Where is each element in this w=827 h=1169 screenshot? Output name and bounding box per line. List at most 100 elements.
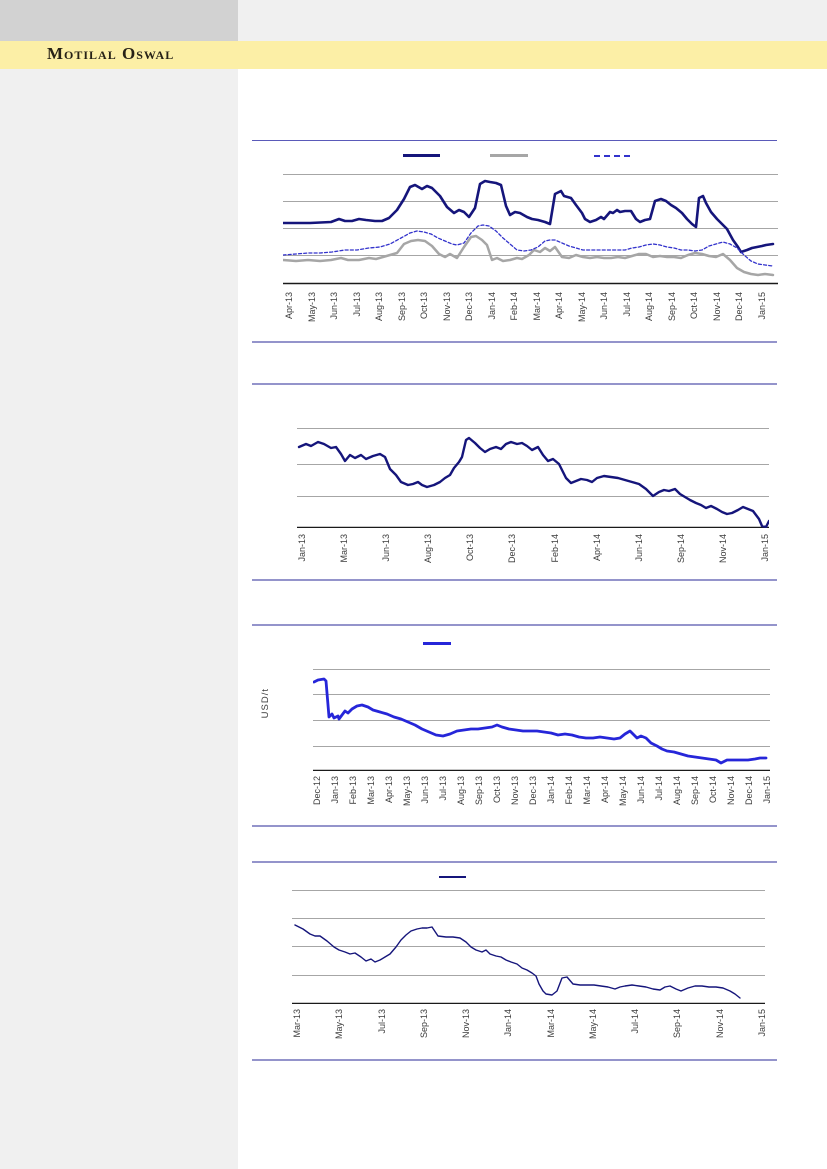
x-axis-label: Nov-13 — [510, 776, 520, 806]
x-axis-label: Jul-14 — [654, 776, 664, 801]
x-axis-label: Dec-12 — [312, 776, 322, 806]
brand-logo: Motilal Oswal — [47, 44, 175, 63]
x-axis-label: Mar-14 — [531, 292, 542, 321]
x-axis-label: Jul-14 — [621, 292, 632, 317]
x-axis-label: Aug-13 — [423, 534, 434, 564]
x-axis-label: Jan-15 — [760, 534, 770, 562]
x-axis-label: Dec-14 — [744, 776, 754, 806]
series-navy — [294, 924, 741, 999]
x-axis-label: Jan-13 — [330, 776, 340, 804]
x-axis-label: Nov-13 — [461, 1009, 472, 1039]
y-axis-title: USD/t — [260, 688, 271, 719]
x-axis-label: Jun-13 — [329, 292, 340, 320]
legend-dashed-line-swatch — [594, 155, 630, 157]
x-axis-label: Sep-14 — [666, 292, 677, 322]
x-axis-label: Nov-14 — [714, 1009, 725, 1039]
x-axis-label: Jan-13 — [297, 534, 307, 562]
left-margin-panel — [0, 69, 238, 1169]
chart-2-plot — [297, 428, 769, 528]
x-axis-label: Apr-13 — [284, 292, 294, 320]
x-axis-label: Jul-13 — [351, 292, 362, 317]
x-axis-label: Jun-14 — [633, 534, 644, 562]
x-axis-label: May-13 — [334, 1009, 345, 1040]
x-axis-label: Aug-13 — [456, 776, 466, 806]
x-axis-label: Sep-13 — [474, 776, 484, 806]
x-axis-label: Oct-13 — [419, 292, 430, 320]
x-axis-label: Jun-13 — [381, 534, 392, 562]
chart-2-x-axis-labels: Jan-13 Mar-13 Jun-13 Aug-13 Oct-13 Dec-13 Feb-… — [297, 530, 770, 582]
x-axis-label: Nov-14 — [726, 776, 736, 806]
legend-navy-line-swatch — [403, 154, 440, 157]
x-axis-label: Nov-14 — [717, 534, 728, 564]
x-axis-label: Oct-14 — [689, 292, 700, 320]
legend-gray-line-swatch — [490, 154, 528, 157]
chart-1-x-axis-labels: Apr-13 May-13 Jun-13 Jul-13 Aug-13 Sep-13 Oct-… — [283, 288, 775, 340]
chart-panel-2: Jan-13 Mar-13 Jun-13 Aug-13 Oct-13 Dec-13 Feb-… — [252, 383, 777, 581]
x-axis-label: Jan-15 — [757, 1009, 767, 1037]
series-gray — [283, 234, 775, 277]
x-axis-label: Feb-14 — [549, 534, 560, 563]
x-axis-label: Mar-13 — [292, 1009, 302, 1038]
chart-3-plot — [313, 669, 770, 771]
x-axis-label: Jul-14 — [630, 1009, 641, 1034]
x-axis-label: Dec-13 — [528, 776, 538, 806]
x-axis-label: Dec-13 — [464, 292, 475, 322]
x-axis-label: Jan-15 — [757, 292, 767, 320]
x-axis-label: May-14 — [618, 776, 628, 807]
x-axis-label: Feb-14 — [509, 292, 520, 321]
x-axis-label: May-13 — [306, 292, 317, 323]
x-axis-label: Dec-13 — [507, 534, 518, 564]
x-axis-label: Jun-13 — [420, 776, 430, 804]
chart-panel-4: Mar-13 May-13 Jul-13 Sep-13 Nov-13 Jan-14 Mar-… — [252, 861, 777, 1061]
x-axis-label: Oct-14 — [708, 776, 718, 804]
x-axis-label: Feb-14 — [564, 776, 574, 805]
chart-4-plot — [292, 890, 765, 1004]
series-blue — [313, 677, 768, 765]
x-axis-label: Jan-14 — [503, 1009, 514, 1037]
x-axis-label: Jul-13 — [438, 776, 448, 801]
header-gray-block — [0, 0, 238, 41]
x-axis-label: Apr-14 — [600, 776, 610, 804]
x-axis-label: Apr-14 — [554, 292, 565, 320]
x-axis-label: Apr-13 — [384, 776, 394, 804]
legend-navy-line-swatch — [439, 876, 466, 878]
x-axis-label: Sep-14 — [675, 534, 686, 564]
x-axis-label: Jan-14 — [546, 776, 556, 804]
series-navy — [297, 436, 769, 528]
x-axis-label: Mar-13 — [339, 534, 350, 563]
x-axis-label: Sep-13 — [418, 1009, 429, 1039]
chart-1-plot — [283, 174, 778, 285]
x-axis-label: Mar-14 — [582, 776, 592, 805]
chart-4-x-axis-labels: Mar-13 May-13 Jul-13 Sep-13 Nov-13 Jan-14 Mar-… — [292, 1005, 767, 1057]
x-axis-label: Mar-14 — [545, 1009, 556, 1038]
x-axis-label: May-13 — [402, 776, 412, 807]
x-axis-label: Jul-13 — [376, 1009, 387, 1034]
x-axis-label: Jun-14 — [636, 776, 646, 804]
x-axis-label: Jun-14 — [599, 292, 610, 320]
x-axis-label: Oct-13 — [465, 534, 476, 562]
x-axis-label: May-14 — [587, 1009, 598, 1040]
x-axis-label: Oct-13 — [492, 776, 502, 804]
x-axis-label: Dec-14 — [734, 292, 745, 322]
legend-blue-line-swatch — [423, 642, 451, 645]
x-axis-label: Sep-14 — [690, 776, 700, 806]
chart-panel-1: Apr-13 May-13 Jun-13 Jul-13 Aug-13 Sep-13 Oct-… — [252, 140, 778, 343]
x-axis-label: May-14 — [576, 292, 587, 323]
series-navy — [283, 179, 775, 254]
x-axis-label: Apr-14 — [591, 534, 602, 562]
x-axis-label: Nov-13 — [441, 292, 452, 322]
x-axis-label: Aug-13 — [374, 292, 385, 322]
series-blue-dashed — [283, 224, 774, 267]
x-axis-label: Mar-13 — [366, 776, 376, 805]
x-axis-label: Aug-14 — [644, 292, 655, 322]
brand-header-band: Motilal Oswal — [0, 41, 827, 69]
x-axis-label: Jan-14 — [486, 292, 497, 320]
x-axis-label: Feb-13 — [348, 776, 358, 805]
chart-panel-3: USD/t Dec-12 Jan-13 Feb-13 Mar-13 Apr-13 May-… — [252, 624, 777, 827]
x-axis-label: Jan-15 — [762, 776, 772, 804]
chart-3-x-axis-labels: Dec-12 Jan-13 Feb-13 Mar-13 Apr-13 May-13 Jun-… — [312, 772, 772, 824]
x-axis-label: Sep-14 — [672, 1009, 683, 1039]
x-axis-label: Sep-13 — [396, 292, 407, 322]
x-axis-label: Aug-14 — [672, 776, 682, 806]
